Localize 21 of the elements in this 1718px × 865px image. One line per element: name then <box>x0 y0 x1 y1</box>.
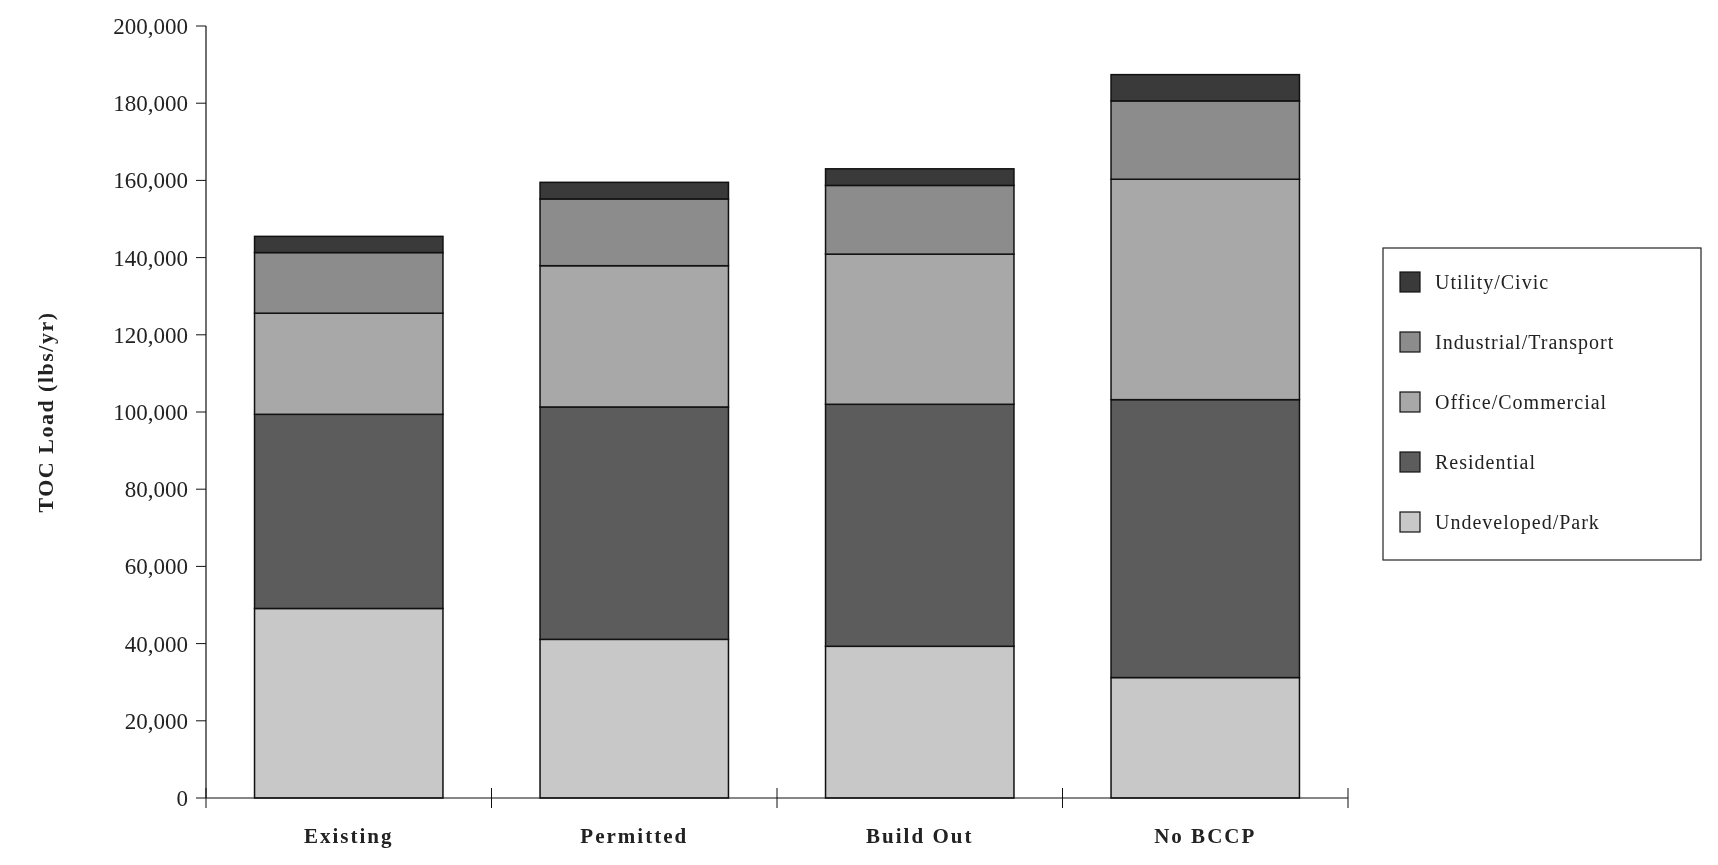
y-tick-label: 180,000 <box>113 91 188 117</box>
legend-label: Utility/Civic <box>1435 271 1550 294</box>
y-tick-label: 120,000 <box>113 322 188 348</box>
y-tick-label: 80,000 <box>124 477 188 503</box>
x-tick-label: Existing <box>303 824 394 848</box>
y-tick-label: 60,000 <box>124 554 188 580</box>
y-tick-label: 160,000 <box>113 168 188 194</box>
y-tick-label: 0 <box>176 786 188 812</box>
x-tick-label: Permitted <box>580 824 689 848</box>
legend-label: Office/Commercial <box>1435 391 1608 413</box>
x-tick-label: Build Out <box>866 824 974 848</box>
y-tick-label: 140,000 <box>113 245 188 271</box>
y-axis-title: TOC Load (lbs/yr) <box>33 311 58 513</box>
legend-label: Undeveloped/Park <box>1435 511 1600 534</box>
y-tick-label: 20,000 <box>124 708 188 734</box>
legend-label: Industrial/Transport <box>1435 331 1615 354</box>
legend-label: Residential <box>1435 451 1536 473</box>
y-tick-label: 200,000 <box>113 14 188 40</box>
y-tick-label: 100,000 <box>113 400 188 426</box>
x-tick-label: No BCCP <box>1154 824 1257 848</box>
y-tick-label: 40,000 <box>124 631 188 657</box>
